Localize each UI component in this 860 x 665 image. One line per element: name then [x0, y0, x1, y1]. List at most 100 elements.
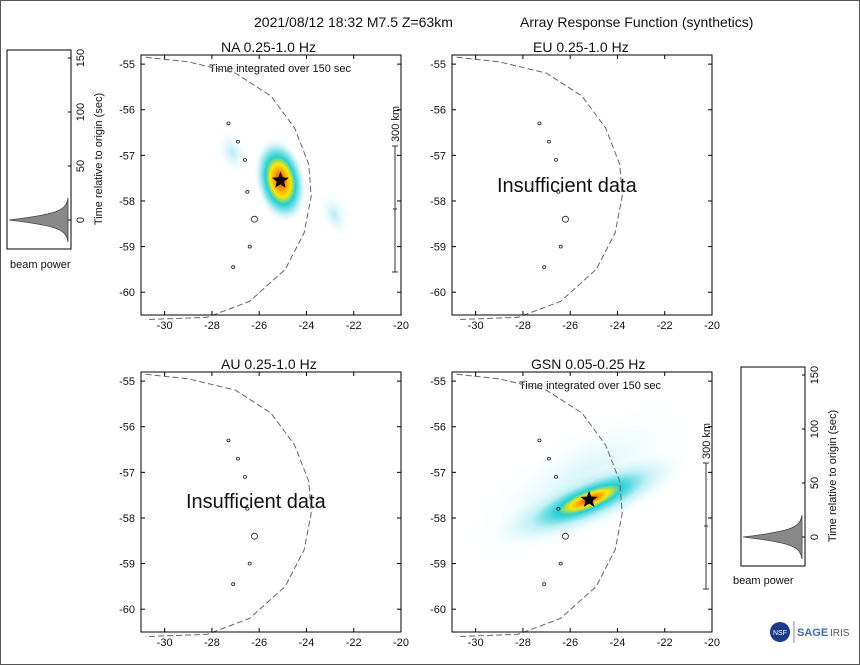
x-tick-label: -20: [704, 320, 720, 332]
panel-gsn: -30 -28 -26 -24 -22 -20 -55 -56 -57 -58 -59 -60 300 …: [430, 371, 720, 649]
beam-power-tick-label: 50: [75, 160, 87, 172]
y-tick-label: -58: [119, 196, 135, 208]
panel-na: -30 -28 -26 -24 -22 -20 -55 -56 -57 -58 -59 -60 300 …: [119, 54, 409, 332]
y-tick-label: -55: [119, 376, 135, 388]
beam-power-label-left: beam power: [10, 259, 71, 271]
x-tick-label: -28: [515, 637, 531, 649]
epicenter-star-icon: [271, 171, 289, 188]
island-contour: [231, 265, 236, 269]
x-tick-label: -24: [610, 320, 626, 332]
x-tick-label: -24: [610, 637, 626, 649]
x-tick-label: -30: [468, 637, 484, 649]
panel-title-gsn: GSN 0.05-0.25 Hz: [531, 356, 646, 372]
x-tick-label: -26: [251, 637, 267, 649]
x-tick-label: -24: [299, 320, 315, 332]
x-tick-label: -28: [204, 637, 220, 649]
x-tick-label: -28: [204, 320, 220, 332]
island-contour: [558, 561, 563, 566]
beam-power-right: 0 50 100 150 Time relative to origin (sec): [740, 366, 839, 567]
panel-title-eu: EU 0.25-1.0 Hz: [533, 39, 629, 55]
x-tick-label: -28: [515, 320, 531, 332]
beam-power-tick-label: 150: [809, 366, 821, 384]
island-contour: [235, 456, 240, 461]
beam-power-tick-label: 100: [75, 103, 87, 121]
trench-line: [456, 373, 623, 638]
beam-power-tick-label: 0: [809, 534, 821, 540]
y-tick-label: -56: [119, 105, 135, 117]
axes-frame: [451, 54, 713, 316]
x-tick-label: -30: [157, 637, 173, 649]
y-tick-label: -59: [119, 242, 135, 254]
sidelobe-na-right: [316, 190, 352, 239]
y-tick-label: -60: [119, 604, 135, 616]
iris-text: IRIS: [830, 628, 850, 639]
sage-iris-logo: NSF SAGE IRIS: [768, 618, 850, 646]
beam-power-trace: [8, 197, 69, 243]
y-tick-label: -57: [430, 467, 446, 479]
island-contour: [226, 121, 231, 126]
y-tick-label: -60: [430, 287, 446, 299]
x-tick-label: -20: [393, 637, 409, 649]
beam-power-tick-label: 150: [75, 49, 87, 67]
island-contour: [537, 121, 542, 126]
beam-power-trace: [742, 514, 803, 560]
island-contour: [242, 158, 247, 162]
island-contour: [242, 475, 247, 479]
panel-au: -30 -28 -26 -24 -22 -20 -55 -56 -57 -58 -59 -60: [119, 371, 409, 649]
axes-frame: [140, 54, 402, 316]
panel-eu: -30 -28 -26 -24 -22 -20 -55 -56 -57 -58 -59 -60: [430, 54, 720, 332]
axes-frame: [451, 371, 713, 633]
y-tick-label: -58: [119, 513, 135, 525]
figure-title: Array Response Function (synthetics): [520, 14, 754, 30]
island-contour: [554, 158, 559, 162]
x-tick-label: -22: [346, 320, 362, 332]
y-tick-label: -60: [430, 604, 446, 616]
trench-line: [145, 56, 312, 321]
x-tick-label: -20: [704, 637, 720, 649]
beam-power-label-right: beam power: [733, 575, 794, 587]
island-contour: [247, 561, 252, 566]
island-contour: [542, 265, 547, 269]
insufficient-data-eu: Insufficient data: [497, 175, 637, 197]
time-note-na: Time integrated over 150 sec: [209, 63, 352, 75]
island-contour: [251, 215, 258, 223]
island-contour: [546, 139, 551, 144]
island-contour: [556, 190, 561, 194]
time-note-gsn: Time integrated over 150 sec: [519, 380, 662, 392]
x-tick-label: -22: [657, 320, 673, 332]
panel-title-na: NA 0.25-1.0 Hz: [221, 39, 316, 55]
y-tick-label: -56: [119, 422, 135, 434]
beam-power-left: 0 50 100 150 Time relative to origin (sec): [6, 49, 105, 250]
epicenter-star-icon: [580, 490, 598, 507]
x-tick-label: -30: [468, 320, 484, 332]
x-tick-label: -26: [562, 637, 578, 649]
x-tick-label: -22: [657, 637, 673, 649]
island-contour: [251, 532, 258, 540]
nsf-badge-text: NSF: [773, 630, 787, 637]
island-contour: [245, 507, 250, 511]
panel-title-au: AU 0.25-1.0 Hz: [221, 356, 317, 372]
trench-line: [456, 56, 623, 321]
y-tick-label: -59: [430, 242, 446, 254]
y-tick-label: -60: [119, 287, 135, 299]
y-tick-label: -57: [430, 150, 446, 162]
y-tick-label: -58: [430, 513, 446, 525]
scale-bar-label: 300 km: [701, 423, 713, 459]
y-tick-label: -55: [430, 59, 446, 71]
x-tick-label: -30: [157, 320, 173, 332]
x-tick-label: -20: [393, 320, 409, 332]
y-tick-label: -57: [119, 467, 135, 479]
x-tick-label: -26: [251, 320, 267, 332]
x-tick-label: -26: [562, 320, 578, 332]
x-tick-label: -22: [346, 637, 362, 649]
y-tick-label: -59: [430, 559, 446, 571]
y-tick-label: -56: [430, 105, 446, 117]
y-tick-label: -58: [430, 196, 446, 208]
x-tick-label: -24: [299, 637, 315, 649]
island-contour: [235, 139, 240, 144]
y-tick-label: -55: [119, 59, 135, 71]
y-tick-label: -55: [430, 376, 446, 388]
nsf-badge-icon: [770, 622, 790, 642]
beam-power-tick-label: 100: [809, 420, 821, 438]
